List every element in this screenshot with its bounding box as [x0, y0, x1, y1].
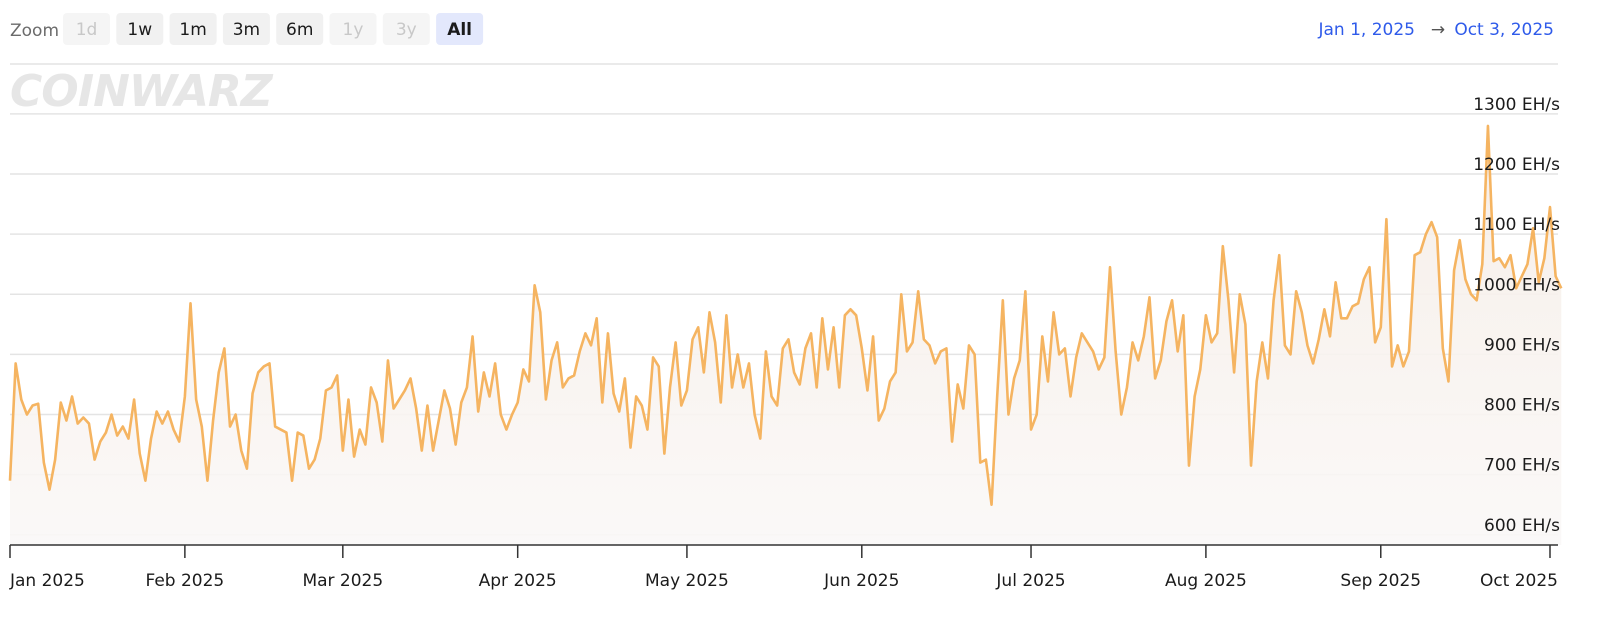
zoom-button [329, 13, 377, 45]
zoom-button-label: 1d [76, 20, 98, 40]
x-tick-label: Jun 2025 [823, 571, 899, 591]
zoom-button-label[interactable]: All [447, 20, 472, 40]
y-tick-label: 800 EH/s [1484, 396, 1560, 416]
y-tick-label: 1100 EH/s [1473, 215, 1560, 235]
zoom-buttons: 1d 1w 1m 3m 6m 1y 3y All [63, 13, 484, 45]
y-tick-label: 1000 EH/s [1473, 275, 1560, 295]
y-tick-label: 1300 EH/s [1473, 95, 1560, 115]
zoom-button [63, 13, 110, 45]
x-tick-label: May 2025 [645, 571, 729, 591]
plot: 600 EH/s 700 EH/s 800 EH/s 900 EH/s 1000 EH/… [8, 95, 1563, 591]
x-tick-label: Oct 2025 [1480, 571, 1558, 591]
watermark: COINWARZ [10, 66, 274, 117]
x-tick-label: Feb 2025 [145, 571, 224, 591]
x-tick-label: Sep 2025 [1340, 571, 1421, 591]
zoom-button-label[interactable]: 1m [179, 20, 206, 40]
x-tick-label: Aug 2025 [1165, 571, 1247, 591]
x-tick-label: Jul 2025 [995, 571, 1065, 591]
zoom-button[interactable] [222, 13, 270, 45]
zoom-button[interactable] [436, 13, 484, 45]
zoom-button-label: 3y [396, 20, 417, 40]
range-to[interactable]: Oct 3, 2025 [1454, 20, 1554, 40]
area [10, 125, 1562, 546]
zoom-button-label: 1y [343, 20, 364, 40]
zoom-button-label[interactable]: 3m [233, 20, 260, 40]
range-arrow: → [1431, 20, 1445, 40]
y-tick-label: 1200 EH/s [1473, 155, 1560, 175]
zoom-button[interactable] [169, 13, 217, 45]
y-tick-label: 900 EH/s [1484, 335, 1560, 355]
zoom-button-label[interactable]: 1w [127, 20, 152, 40]
zoom-label: Zoom [10, 21, 59, 41]
range-from[interactable]: Jan 1, 2025 [1318, 20, 1416, 40]
x-tick-label: Apr 2025 [479, 571, 557, 591]
x-tick-label: Jan 2025 [9, 571, 85, 591]
x-tick-label: Mar 2025 [302, 571, 383, 591]
zoom-button[interactable] [116, 13, 164, 45]
y-tick-label: 700 EH/s [1484, 456, 1560, 476]
line [8, 124, 1563, 507]
zoom-button-label[interactable]: 6m [286, 20, 313, 40]
zoom-button[interactable] [276, 13, 324, 45]
zoom-button [382, 13, 430, 45]
y-tick-label: 600 EH/s [1484, 516, 1560, 536]
